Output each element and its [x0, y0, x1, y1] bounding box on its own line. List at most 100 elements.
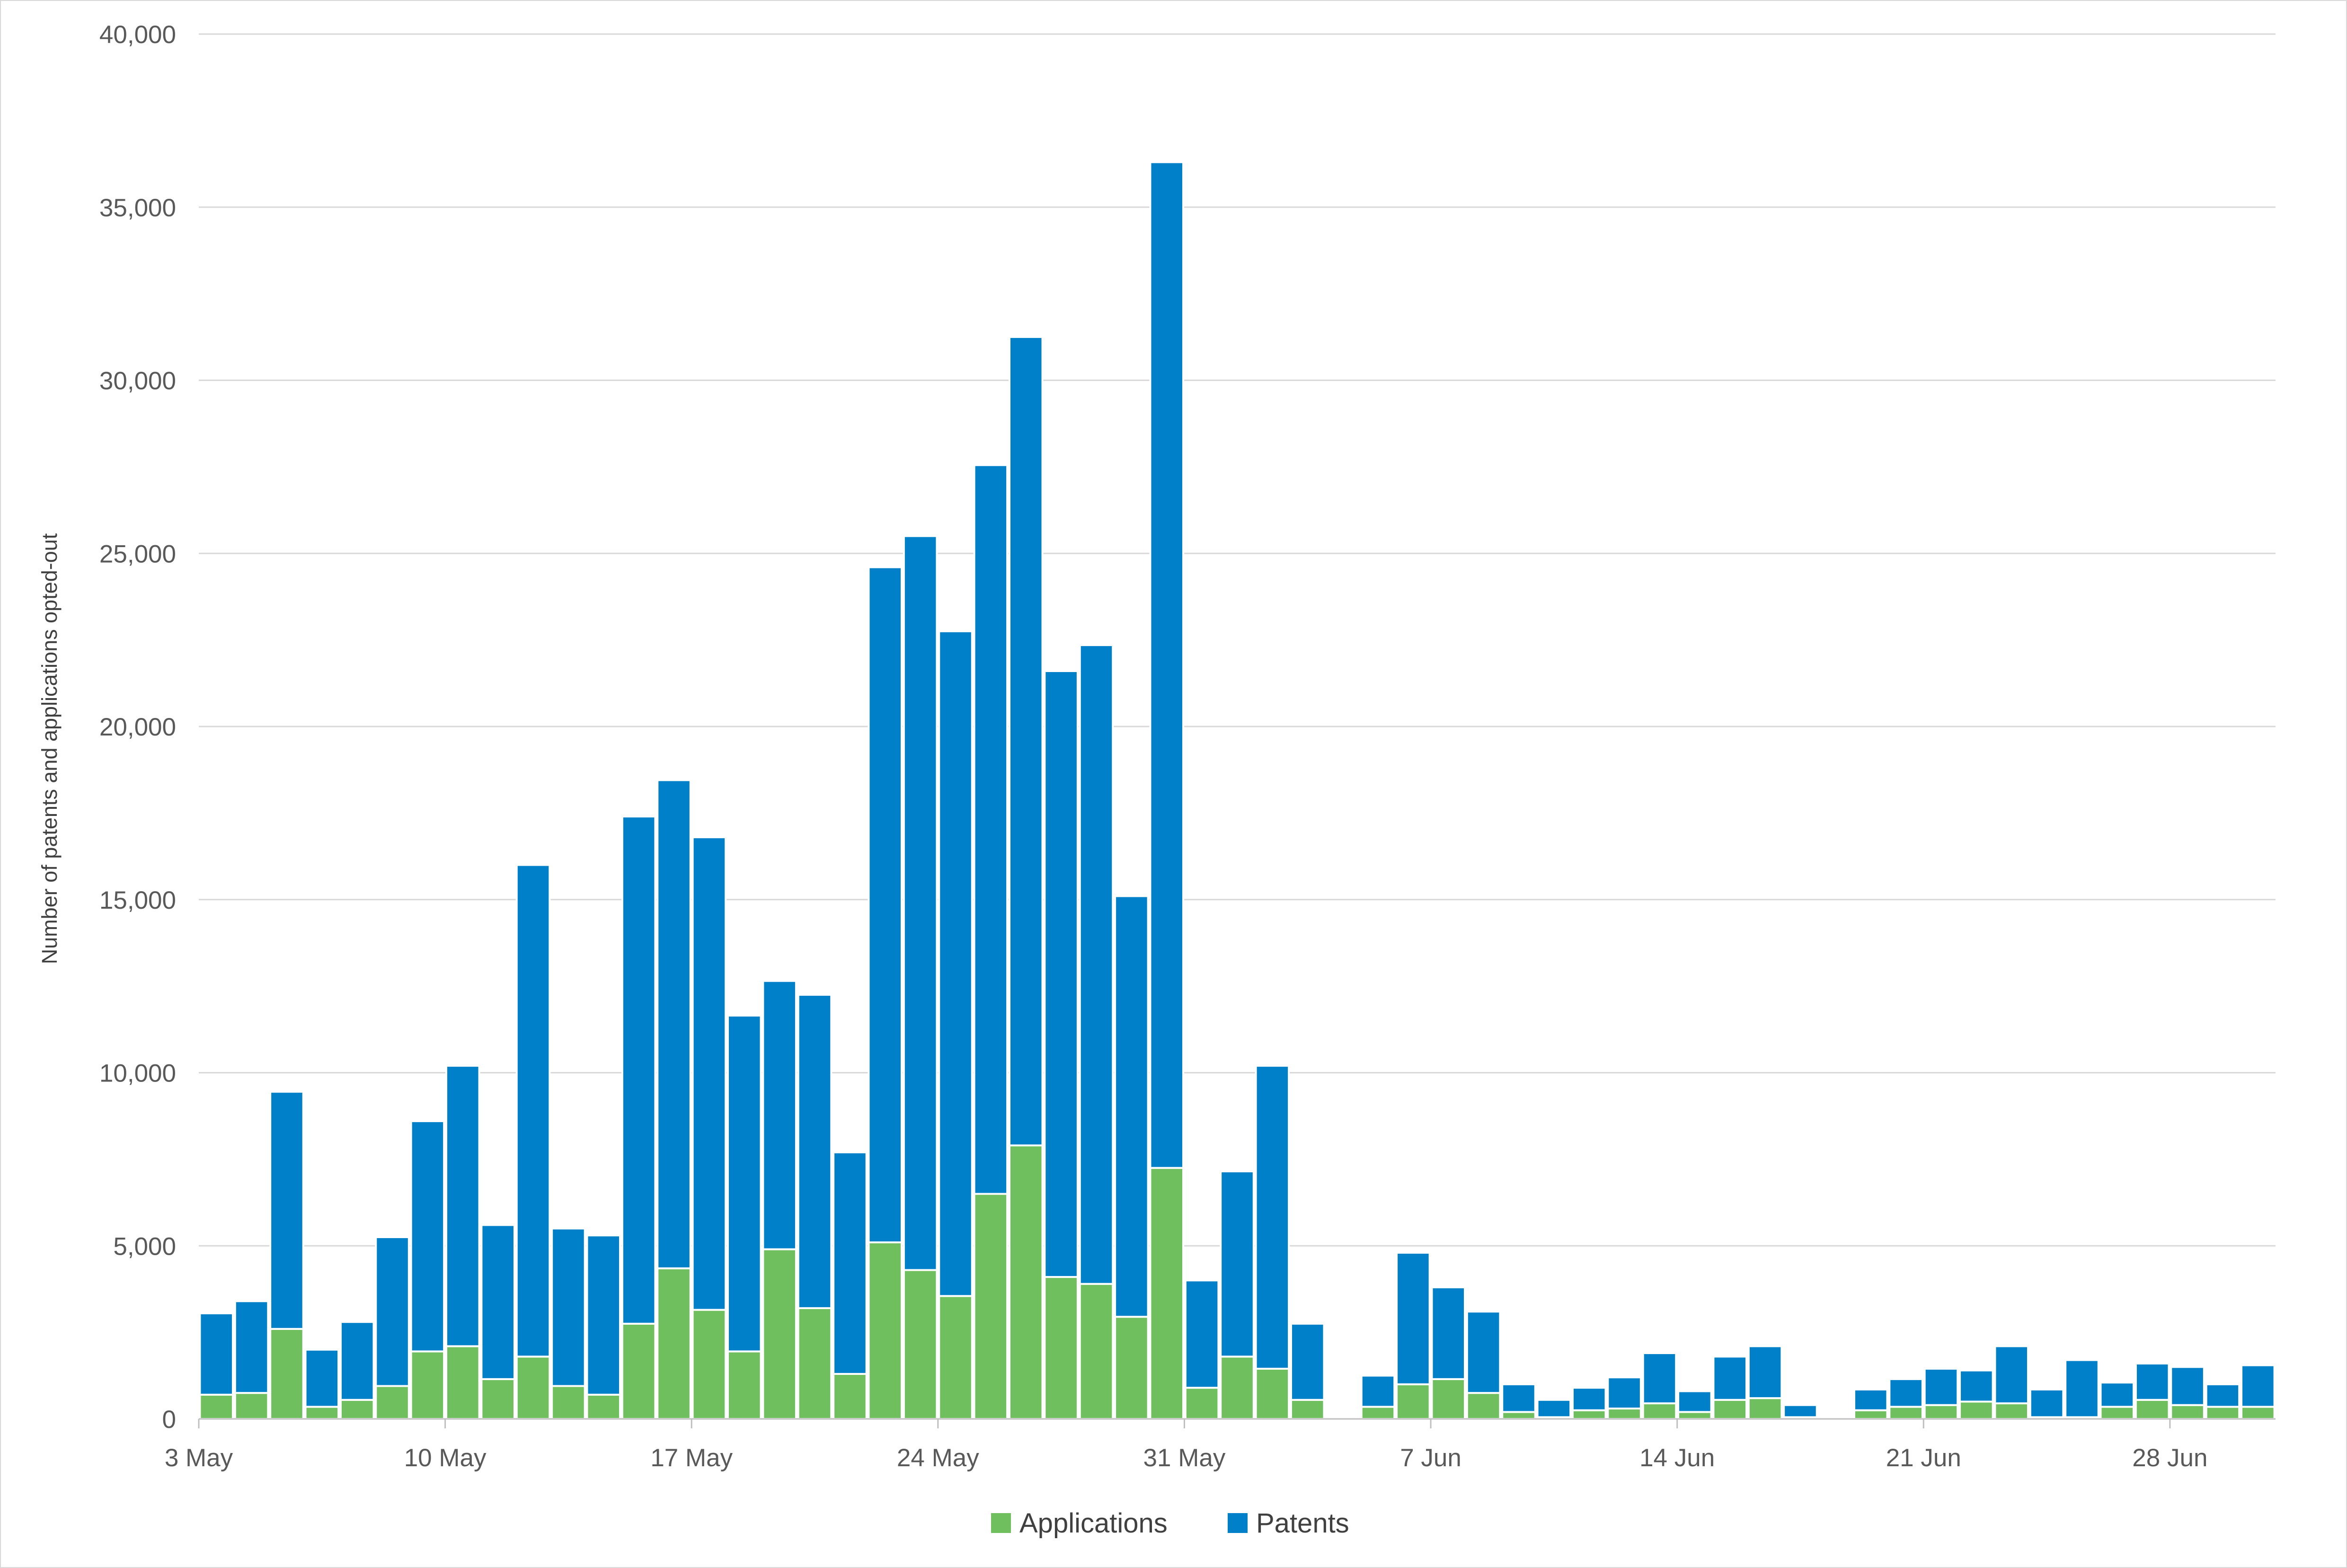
bar-patents [1079, 644, 1114, 1285]
bar-applications [1994, 1402, 2029, 1420]
bar-applications [1747, 1397, 1783, 1420]
bar-applications [797, 1307, 833, 1420]
gridlines [199, 33, 2276, 1247]
y-tick-label: 30,000 [99, 367, 176, 395]
bar-applications [656, 1267, 691, 1420]
bar-applications [269, 1328, 304, 1420]
bar-patents [1396, 1251, 1431, 1385]
x-tick-label: 24 May [897, 1444, 979, 1472]
bar-patents [551, 1227, 586, 1387]
bar-patents [410, 1120, 445, 1353]
bar-patents [762, 980, 797, 1250]
bar-applications [199, 1393, 234, 1420]
x-tick-label: 10 May [404, 1444, 487, 1472]
bar-applications [1642, 1402, 1677, 1420]
bar-applications [1044, 1276, 1079, 1420]
bar-applications [1396, 1383, 1431, 1420]
bar-applications [1501, 1411, 1536, 1420]
bar-patents [1501, 1383, 1536, 1413]
bar-patents [304, 1348, 340, 1408]
bar-applications [691, 1309, 727, 1420]
bar-applications [586, 1393, 621, 1420]
bar-patents [234, 1300, 269, 1394]
bar-applications [1677, 1411, 1712, 1420]
y-tick-label: 35,000 [99, 194, 176, 222]
x-tick-label: 17 May [650, 1444, 733, 1472]
bar-patents [1642, 1352, 1677, 1405]
x-tick-label: 7 Jun [1400, 1444, 1461, 1472]
bars [199, 161, 2276, 1420]
bar-applications [2134, 1399, 2170, 1420]
bar-patents [2170, 1366, 2205, 1406]
bar-patents [868, 566, 903, 1243]
bar-applications [551, 1385, 586, 1420]
bar-patents [1466, 1311, 1501, 1394]
bar-patents [727, 1014, 762, 1353]
bar-patents [586, 1234, 621, 1396]
legend-label-patents: Patents [1256, 1508, 1349, 1539]
bar-patents [938, 630, 973, 1297]
bar-patents [1571, 1387, 1607, 1411]
bar-patents [1994, 1345, 2029, 1405]
bar-applications [1184, 1387, 1220, 1420]
bar-patents [1008, 336, 1044, 1147]
y-tick-label: 0 [162, 1406, 176, 1434]
bar-patents [903, 535, 938, 1271]
bar-patents [515, 864, 551, 1358]
bar-patents [621, 815, 656, 1325]
bar-applications [1114, 1316, 1149, 1420]
axes: 0 5,000 10,000 15,000 20,000 25,000 30,000 35,0… [99, 21, 2276, 1472]
bar-patents [1114, 895, 1149, 1318]
legend-label-applications: Applications [1019, 1508, 1168, 1539]
bar-applications [973, 1193, 1009, 1420]
x-tick-label: 28 Jun [2132, 1444, 2207, 1472]
bar-applications [1149, 1167, 1185, 1420]
bar-applications [304, 1406, 340, 1420]
legend-swatch-applications [991, 1513, 1011, 1533]
bar-applications [903, 1269, 938, 1420]
bar-applications [339, 1399, 375, 1420]
bar-patents [1888, 1378, 1923, 1408]
bar-applications [621, 1322, 656, 1420]
bar-applications [1959, 1400, 1994, 1420]
bar-patents [1923, 1367, 1959, 1406]
bar-patents [1607, 1376, 1642, 1410]
bar-applications [1853, 1409, 1888, 1420]
bar-patents [1149, 161, 1185, 1169]
bar-applications [1712, 1399, 1747, 1420]
bar-patents [1853, 1388, 1888, 1411]
bar-patents [1959, 1369, 1994, 1403]
y-axis-title: Number of patents and applications opted… [37, 533, 62, 964]
bar-applications [2170, 1404, 2205, 1420]
bar-patents [1677, 1390, 1712, 1413]
bar-applications [1888, 1406, 1923, 1420]
bar-patents [199, 1312, 234, 1396]
bar-patents [1536, 1399, 1572, 1418]
bar-patents [2134, 1362, 2170, 1401]
y-tick-label: 15,000 [99, 886, 176, 914]
bar-applications [1607, 1408, 1642, 1420]
bar-patents [1712, 1355, 1747, 1401]
bar-applications [410, 1350, 445, 1420]
legend-swatch-patents [1228, 1513, 1248, 1533]
bar-patents [2099, 1382, 2135, 1408]
bar-applications [1220, 1355, 1255, 1420]
bar-patents [445, 1064, 480, 1347]
bar-patents [375, 1236, 410, 1387]
bar-patents [1783, 1404, 1818, 1418]
bar-patents [1747, 1345, 1783, 1400]
bar-patents [2205, 1383, 2241, 1408]
bar-applications [938, 1295, 973, 1420]
bar-patents [797, 993, 833, 1309]
bar-patents [1431, 1286, 1466, 1380]
bar-patents [269, 1090, 304, 1330]
bar-patents [1290, 1322, 1325, 1401]
x-tick-label: 3 May [165, 1444, 233, 1472]
bar-applications [515, 1355, 551, 1420]
bar-applications [833, 1373, 868, 1420]
bar-patents [1360, 1374, 1396, 1408]
bar-applications [445, 1345, 480, 1420]
y-tick-label: 40,000 [99, 21, 176, 49]
bar-patents [1044, 670, 1079, 1278]
